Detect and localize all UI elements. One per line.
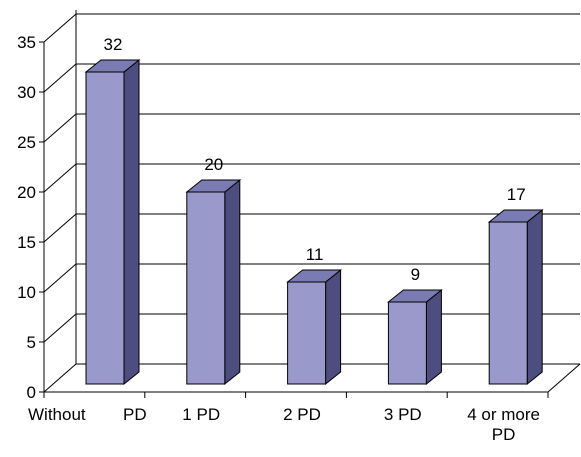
x-axis: [43, 391, 549, 398]
category-label: 1 PD: [182, 405, 220, 424]
gridline: [43, 263, 580, 293]
category-label: 2 PD: [283, 405, 321, 424]
y-axis: [39, 41, 45, 393]
bars: [84, 58, 544, 386]
data-label: 9: [411, 265, 420, 284]
y-tick-label: 30: [17, 83, 36, 102]
bar-1: [185, 178, 242, 386]
gridline: [43, 213, 580, 243]
bar-2: [286, 268, 343, 386]
gridline: [43, 13, 580, 43]
y-tick-label: 25: [17, 133, 36, 152]
bar-side: [526, 208, 543, 386]
data-label: 11: [306, 245, 324, 264]
bar-front: [488, 221, 528, 385]
bar-front: [287, 281, 327, 385]
y-tick-labels: 0 5 10 15 20 25 30 35: [17, 33, 36, 402]
y-tick-label: 0: [27, 383, 36, 402]
bar-side: [325, 268, 342, 386]
category-label: 3 PD: [384, 405, 422, 424]
data-label: 20: [204, 155, 223, 174]
category-label: PD: [123, 405, 147, 424]
gridline: [43, 63, 580, 93]
y-tick-label: 10: [17, 283, 36, 302]
gridline: [43, 163, 580, 193]
y-tick-label: 5: [27, 333, 36, 352]
bar-front: [387, 301, 427, 385]
category-label: PD: [492, 425, 516, 444]
bar-3: [386, 288, 443, 386]
bar-0: [84, 58, 141, 386]
y-tick-label: 35: [17, 33, 36, 52]
y-tick-label: 15: [17, 233, 36, 252]
bar-front: [85, 71, 125, 385]
category-label: Without: [28, 405, 86, 424]
gridlines: [43, 13, 580, 343]
gridline: [43, 113, 580, 143]
bar-side: [123, 58, 140, 386]
bar-side: [224, 178, 241, 386]
category-label: 4 or more: [467, 405, 540, 424]
floor-right-edge: [547, 363, 581, 393]
bar-front: [186, 191, 226, 385]
data-labels: 32 20 11 9 17: [104, 35, 526, 284]
y-tick-label: 20: [17, 183, 36, 202]
data-label: 32: [104, 35, 123, 54]
data-label: 17: [507, 185, 526, 204]
bar-side: [425, 288, 442, 386]
bar-4: [487, 208, 544, 386]
